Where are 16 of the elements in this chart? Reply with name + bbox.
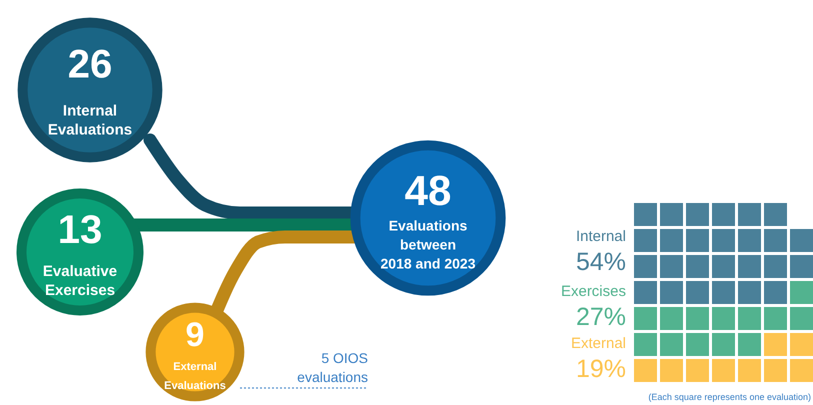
category-label: Evaluative Exercises bbox=[42, 262, 118, 299]
category-label: External bbox=[570, 335, 626, 352]
category-label: External Evaluations bbox=[164, 361, 226, 392]
category-label: Exercises bbox=[560, 283, 626, 300]
data-label: 26 bbox=[68, 42, 112, 87]
text: 5 OIOS evaluations bbox=[297, 350, 368, 385]
data-label: 27% bbox=[576, 303, 626, 331]
category-label: Evaluations between 2018 and 2023 bbox=[380, 218, 476, 272]
data-label: 48 bbox=[404, 166, 452, 214]
text: (Each square represents one evaluation) bbox=[648, 392, 811, 402]
category-label: Internal bbox=[576, 228, 626, 245]
data-label: 19% bbox=[576, 355, 626, 383]
data-label: 54% bbox=[576, 248, 626, 276]
data-label: 9 bbox=[186, 316, 204, 354]
category-label: Internal Evaluations bbox=[48, 102, 132, 139]
data-label: 13 bbox=[58, 208, 102, 252]
